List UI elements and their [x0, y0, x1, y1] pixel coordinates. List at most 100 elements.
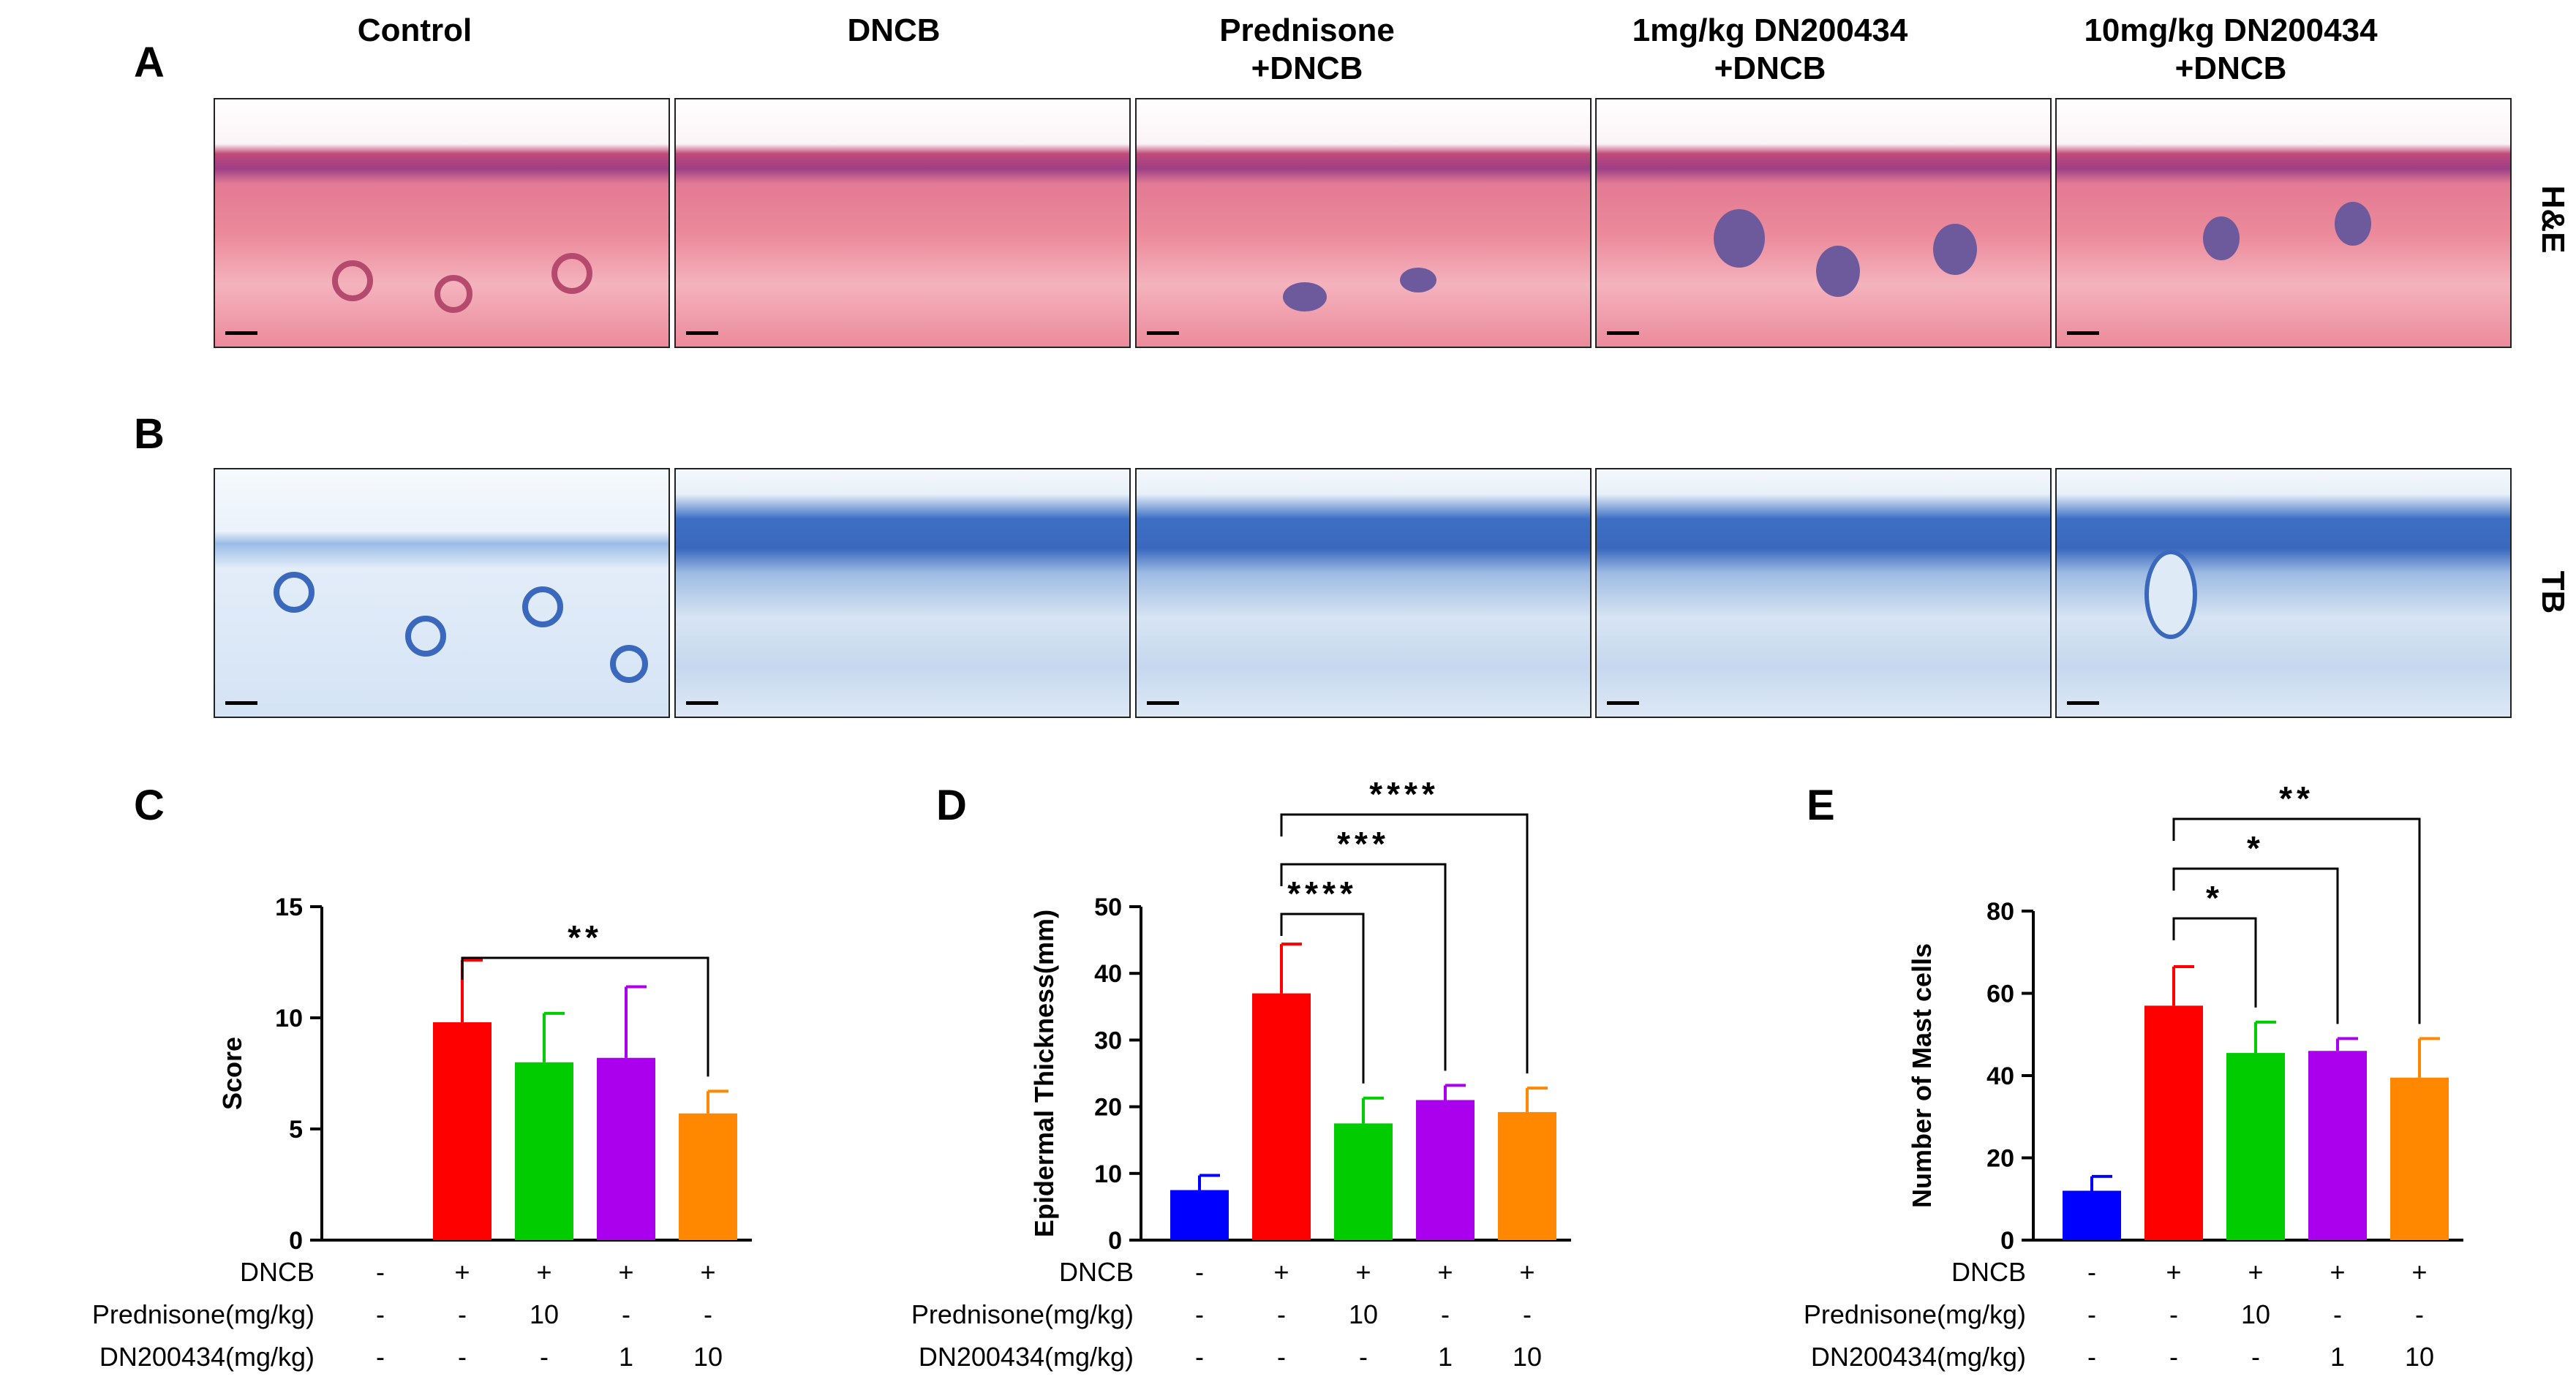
condition-label: Prednisone(mg/kg)	[1804, 1299, 2026, 1329]
y-tick-label: 80	[1986, 898, 2014, 926]
condition-value: -	[1195, 1257, 1204, 1287]
micrograph-tb-dn-low	[1595, 468, 2052, 718]
bar	[597, 1057, 655, 1240]
y-tick-label: 10	[1094, 1160, 1122, 1188]
row-label-tb: TB	[2535, 570, 2571, 614]
panel-letter-e: E	[1807, 782, 1835, 829]
condition-label: DN200434(mg/kg)	[919, 1342, 1134, 1372]
condition-value: 1	[2330, 1342, 2345, 1372]
significance-label: ****	[1369, 775, 1439, 813]
condition-value: -	[1277, 1342, 1286, 1372]
y-tick-label: 40	[1986, 1062, 2014, 1090]
condition-value: +	[2248, 1257, 2263, 1287]
condition-value: +	[2330, 1257, 2345, 1287]
condition-value: -	[376, 1299, 385, 1329]
condition-label: DN200434(mg/kg)	[99, 1342, 315, 1372]
micrograph-tb-dn-high	[2055, 468, 2512, 718]
condition-value: +	[536, 1257, 551, 1287]
y-tick-label: 0	[2000, 1227, 2014, 1255]
condition-value: +	[700, 1257, 715, 1287]
significance-label: ***	[1337, 825, 1390, 863]
condition-value: -	[2087, 1257, 2096, 1287]
bar	[1334, 1123, 1393, 1240]
significance-label: **	[568, 918, 603, 956]
significance-bracket	[2172, 917, 2257, 1008]
condition-value: 10	[1513, 1342, 1542, 1372]
condition-value: +	[1355, 1257, 1371, 1287]
significance-label: **	[2279, 779, 2314, 817]
micrograph-he-control	[214, 98, 670, 348]
column-title-dn-low: 1mg/kg DN200434 +DNCB	[1632, 12, 1908, 86]
panel-letter-b: B	[134, 410, 165, 458]
significance-bracket	[2172, 817, 2421, 1024]
y-tick-label: 30	[1094, 1027, 1122, 1054]
condition-label: DNCB	[1059, 1257, 1134, 1287]
chart-c: 0 5 10 15 Score ** DNCB - + + + + Prednisone(mg/kg) -…	[92, 894, 752, 1372]
condition-value: 10	[2241, 1299, 2270, 1329]
y-tick-label: 60	[1986, 981, 2014, 1008]
y-axis-label: Score	[217, 1037, 247, 1110]
significance-bracket	[1280, 913, 1365, 1084]
significance-bracket	[1280, 863, 1447, 1071]
y-tick-label: 5	[289, 1116, 303, 1144]
significance-bracket	[2172, 867, 2339, 1024]
micrograph-he-dn-high	[2055, 98, 2512, 348]
bar	[679, 1113, 737, 1240]
y-axis-label: Number of Mast cells	[1907, 943, 1937, 1208]
y-axis-label: Epidermal Thickness(mm)	[1029, 910, 1059, 1237]
panel-letter-a: A	[134, 39, 165, 86]
y-tick-label: 15	[275, 894, 303, 921]
condition-value: +	[1519, 1257, 1534, 1287]
bar	[2063, 1190, 2121, 1240]
significance-bracket	[1280, 813, 1529, 1074]
bar	[433, 1022, 492, 1240]
condition-value: +	[1273, 1257, 1289, 1287]
condition-label: Prednisone(mg/kg)	[92, 1299, 315, 1329]
condition-value: +	[618, 1257, 633, 1287]
significance-label: *	[2247, 829, 2264, 867]
condition-value: 10	[530, 1299, 559, 1329]
condition-value: -	[1195, 1342, 1204, 1372]
condition-value: 10	[693, 1342, 723, 1372]
y-tick-label: 20	[1094, 1094, 1122, 1122]
condition-value: -	[2251, 1342, 2260, 1372]
bar	[1416, 1100, 1475, 1240]
significance-bracket	[461, 956, 709, 1077]
condition-value: -	[540, 1342, 549, 1372]
condition-value: -	[2087, 1299, 2096, 1329]
condition-value: -	[376, 1342, 385, 1372]
condition-label: DNCB	[1951, 1257, 2026, 1287]
condition-value: -	[458, 1342, 467, 1372]
condition-label: DN200434(mg/kg)	[1811, 1342, 2026, 1372]
condition-value: 10	[1349, 1299, 1378, 1329]
bar	[2226, 1053, 2285, 1240]
micrograph-tb-prednisone	[1135, 468, 1592, 718]
micrograph-he-prednisone	[1135, 98, 1592, 348]
condition-value: -	[1523, 1299, 1532, 1329]
y-tick-label: 20	[1986, 1145, 2014, 1173]
panel-letter-d: D	[936, 782, 967, 829]
condition-value: 1	[1438, 1342, 1453, 1372]
condition-value: -	[1195, 1299, 1204, 1329]
condition-value: -	[622, 1299, 630, 1329]
micrograph-he-dncb	[674, 98, 1131, 348]
condition-value: +	[454, 1257, 470, 1287]
condition-value: -	[1441, 1299, 1450, 1329]
condition-value: -	[2169, 1299, 2178, 1329]
condition-value: -	[458, 1299, 467, 1329]
condition-value: -	[376, 1257, 385, 1287]
condition-value: -	[1277, 1299, 1286, 1329]
y-tick-label: 50	[1094, 894, 1122, 921]
condition-value: -	[2087, 1342, 2096, 1372]
condition-value: -	[2169, 1342, 2178, 1372]
condition-value: -	[1359, 1342, 1368, 1372]
row-label-he: H&E	[2535, 185, 2571, 254]
column-title-prednisone: Prednisone +DNCB	[1219, 12, 1395, 86]
bar	[2144, 1005, 2203, 1240]
y-tick-label: 40	[1094, 960, 1122, 988]
condition-value: -	[2333, 1299, 2342, 1329]
bar	[1498, 1111, 1556, 1240]
condition-value: +	[1437, 1257, 1453, 1287]
